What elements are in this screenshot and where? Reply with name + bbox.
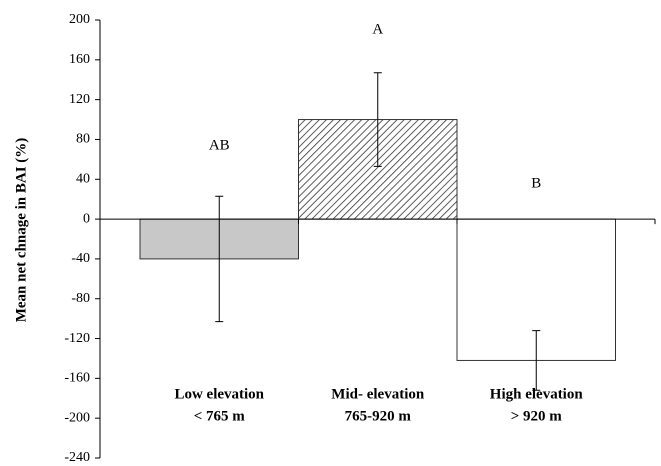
y-axis-label: Mean net chnage in BAI (%) xyxy=(13,138,29,323)
y-tick-label: 200 xyxy=(69,12,90,27)
error-bar xyxy=(532,330,541,391)
y-tick-label: -200 xyxy=(64,410,90,425)
y-tick-label: -160 xyxy=(64,371,90,386)
y-tick-label: 40 xyxy=(76,171,90,186)
y-tick-label: 80 xyxy=(76,132,90,147)
error-bar xyxy=(373,72,382,167)
x-tick-label: High elevation xyxy=(490,386,584,402)
annotation: B xyxy=(531,175,541,191)
x-tick-label: Mid- elevation xyxy=(331,386,425,402)
y-tick-label: -120 xyxy=(64,331,90,346)
y-tick-label: 160 xyxy=(69,52,90,67)
y-tick-label: -80 xyxy=(71,291,90,306)
annotation: AB xyxy=(209,137,230,153)
y-tick-label: 0 xyxy=(83,211,90,226)
x-tick-label: < 765 m xyxy=(194,408,246,424)
y-tick-label: -240 xyxy=(64,450,90,465)
error-bar xyxy=(215,195,224,323)
annotation: A xyxy=(372,21,383,37)
x-tick-label: 765-920 m xyxy=(345,408,412,424)
y-tick-label: 120 xyxy=(69,92,90,107)
y-tick-label: -40 xyxy=(71,251,90,266)
x-tick-label: Low elevation xyxy=(174,386,264,402)
x-tick-label: > 920 m xyxy=(511,408,563,424)
